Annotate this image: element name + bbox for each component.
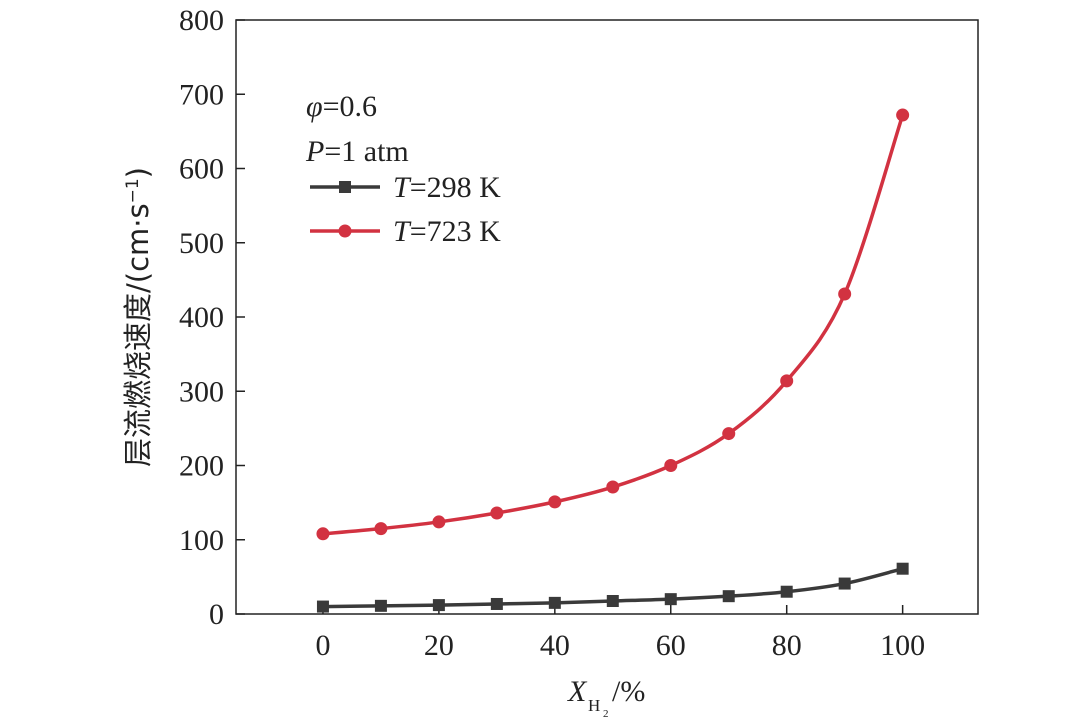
y-tick-label: 800 <box>179 4 224 37</box>
y-tick-label: 400 <box>179 301 224 334</box>
legend-item-t298: T=298 K <box>310 171 501 204</box>
x-tick-label: 40 <box>540 629 570 662</box>
y-axis-label-text: 层流燃烧速度/(cm·s <box>121 203 155 467</box>
legend-item-t723: T=723 K <box>310 215 501 248</box>
legend-label-t298-var: T <box>393 171 412 204</box>
y-tick-label: 100 <box>179 524 224 557</box>
y-tick-label: 700 <box>179 78 224 111</box>
data-point-t298k <box>490 597 503 610</box>
y-axis: 0 100 200 300 400 500 600 700 800 <box>179 4 245 631</box>
annotation-pressure-value: =1 atm <box>324 135 408 168</box>
data-point-t298k <box>838 577 851 590</box>
data-point-t298k <box>432 599 445 612</box>
annotation-pressure-var: P <box>305 135 324 168</box>
x-axis: 0 20 40 60 80 100 <box>315 605 925 662</box>
data-point-t723k <box>490 506 504 520</box>
annotation-phi-var: φ <box>306 90 323 123</box>
svg-text:X: X <box>567 675 588 708</box>
data-point-t298k <box>664 593 677 606</box>
legend-marker-t298 <box>339 181 351 193</box>
data-point-t298k <box>316 600 329 613</box>
x-tick-label: 20 <box>424 629 454 662</box>
data-point-t723k <box>896 108 910 122</box>
data-point-t298k <box>374 599 387 612</box>
data-point-t723k <box>374 522 388 536</box>
y-axis-label-sup: −1 <box>123 178 143 203</box>
data-point-t723k <box>316 527 330 541</box>
data-point-t723k <box>432 515 446 529</box>
legend: T=298 K T=723 K <box>310 171 501 248</box>
svg-text:/%: /% <box>612 675 645 708</box>
series-layer <box>316 108 910 613</box>
annotations: φ=0.6 P=1 atm <box>305 90 409 168</box>
x-tick-label: 100 <box>880 629 925 662</box>
x-tick-label: 80 <box>772 629 802 662</box>
y-axis-label-close: ) <box>121 167 155 178</box>
series-t723k <box>316 108 910 541</box>
annotation-phi: φ=0.6 <box>306 90 377 123</box>
annotation-pressure: P=1 atm <box>305 135 409 168</box>
y-tick-label: 300 <box>179 375 224 408</box>
data-point-t298k <box>548 596 561 609</box>
data-point-t298k <box>722 590 735 603</box>
y-tick-label: 600 <box>179 153 224 186</box>
svg-text:2: 2 <box>603 708 609 720</box>
x-axis-label-sub: H <box>588 696 600 715</box>
data-point-t298k <box>896 562 909 575</box>
svg-text:H: H <box>588 696 600 715</box>
y-tick-label: 0 <box>209 598 224 631</box>
x-axis-label-var: X <box>567 675 588 708</box>
legend-label-t723-text: =723 K <box>410 215 501 248</box>
series-t298k <box>316 562 909 613</box>
data-point-t298k <box>606 595 619 608</box>
data-point-t298k <box>780 585 793 598</box>
svg-text:层流燃烧速度/(cm·s−1): 层流燃烧速度/(cm·s−1) <box>121 167 155 467</box>
legend-label-t723: T=723 K <box>393 215 501 248</box>
data-point-t723k <box>838 287 852 301</box>
data-point-t723k <box>606 480 620 494</box>
legend-marker-t723 <box>338 224 352 238</box>
y-tick-label: 500 <box>179 227 224 260</box>
annotation-phi-value: =0.6 <box>323 90 377 123</box>
legend-label-t298-text: =298 K <box>410 171 501 204</box>
data-point-t723k <box>548 495 562 509</box>
x-axis-label: X H 2 /% <box>567 675 645 720</box>
legend-label-t723-var: T <box>393 215 412 248</box>
y-axis-label: 层流燃烧速度/(cm·s−1) <box>121 167 155 467</box>
x-axis-label-unit: /% <box>612 675 645 708</box>
x-tick-label: 60 <box>656 629 686 662</box>
x-axis-label-subsub: 2 <box>603 708 609 720</box>
data-point-t723k <box>780 374 794 388</box>
y-tick-label: 200 <box>179 450 224 483</box>
data-point-t723k <box>722 427 736 441</box>
x-tick-label: 0 <box>315 629 330 662</box>
legend-label-t298: T=298 K <box>393 171 501 204</box>
data-point-t723k <box>664 459 678 472</box>
